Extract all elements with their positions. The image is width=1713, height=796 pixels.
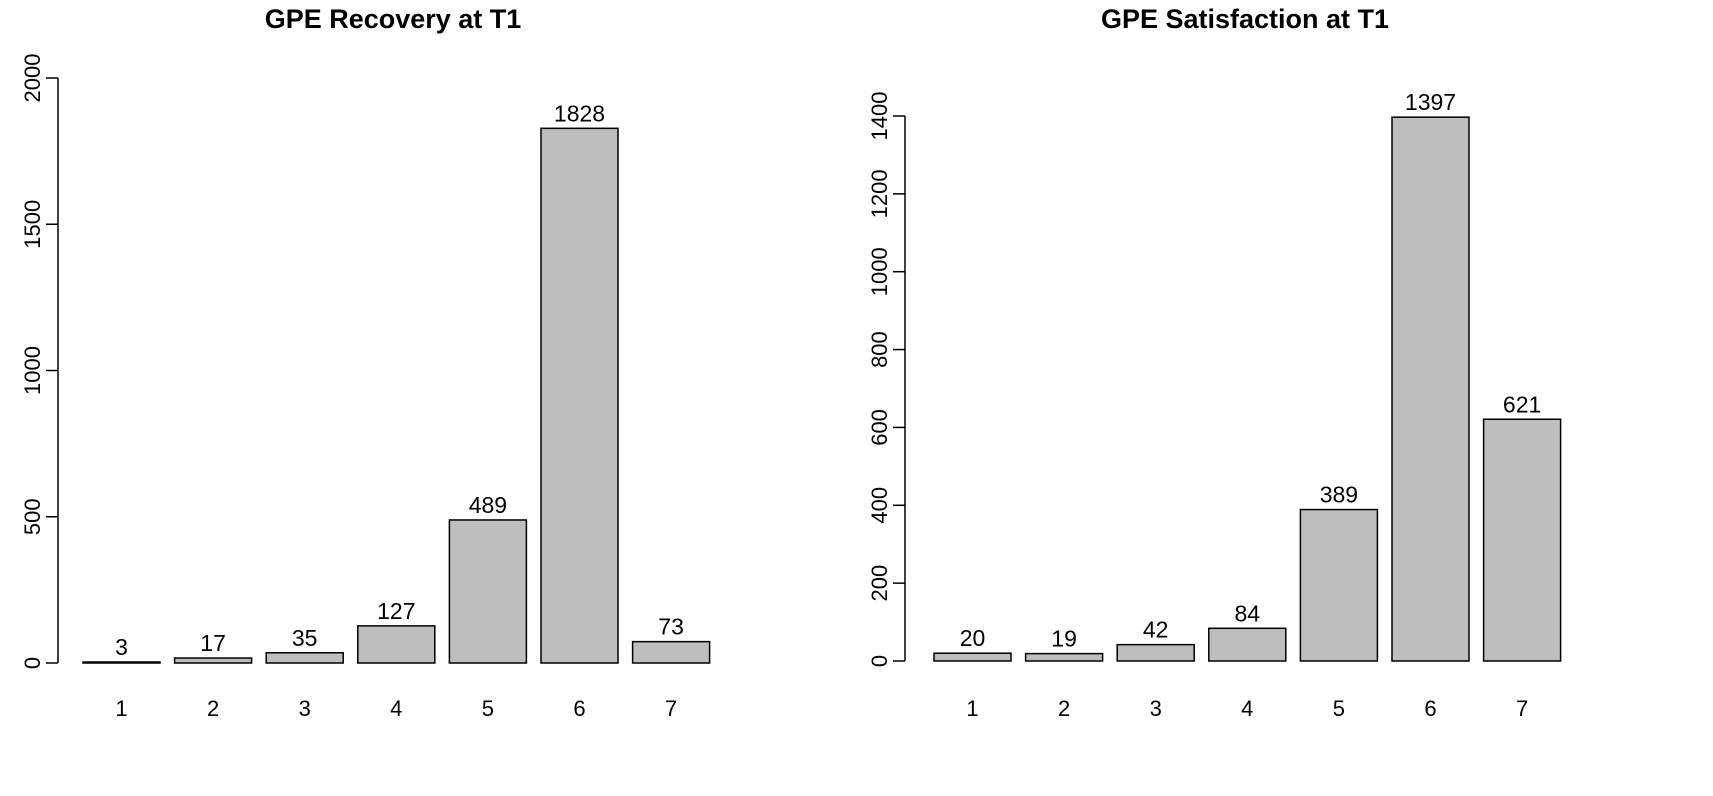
bar	[265, 652, 344, 664]
bar-value-label: 42	[1143, 617, 1169, 643]
y-tick-label: 600	[867, 409, 892, 446]
x-tick-label: 1	[115, 696, 127, 721]
bar-value-label: 1397	[1405, 89, 1456, 115]
bar	[1116, 643, 1195, 662]
bar-value-label: 127	[377, 598, 415, 624]
bar	[1391, 116, 1470, 662]
bar-value-label: 3	[115, 634, 128, 660]
bar-value-label: 84	[1235, 600, 1261, 626]
y-tick-label: 1500	[20, 200, 45, 249]
x-tick-label: 3	[299, 696, 311, 721]
x-tick-label: 6	[1424, 696, 1436, 721]
bar	[540, 127, 619, 664]
y-tick-label: 1000	[20, 346, 45, 395]
chart-title: GPE Satisfaction at T1	[1101, 4, 1389, 34]
chart-gpe-recovery: GPE Recovery at T1 0 500 1000 1500 2000 3 1 17 2 3…	[20, 4, 711, 721]
y-tick-label: 800	[867, 331, 892, 368]
bar-value-label: 389	[1320, 482, 1358, 508]
x-tick-label: 1	[966, 696, 978, 721]
x-tick-label: 2	[1058, 696, 1070, 721]
bar-value-label: 35	[292, 625, 318, 651]
bar	[82, 661, 161, 664]
x-tick-label: 3	[1150, 696, 1162, 721]
x-tick-label: 6	[573, 696, 585, 721]
bar	[173, 657, 253, 664]
x-tick-label: 5	[1333, 696, 1345, 721]
y-tick-label: 200	[867, 565, 892, 602]
y-tick-label: 1000	[867, 247, 892, 296]
y-tick-label: 2000	[20, 54, 45, 103]
bar	[357, 625, 436, 664]
bar	[448, 519, 528, 664]
chart-gpe-satisfaction: GPE Satisfaction at T1 0 200 400 600 800 1000 1…	[867, 4, 1562, 721]
bar	[631, 640, 711, 664]
x-tick-label: 4	[390, 696, 402, 721]
bar	[1024, 652, 1104, 662]
x-tick-label: 5	[482, 696, 494, 721]
bar	[933, 652, 1012, 662]
bar-value-label: 17	[200, 630, 226, 656]
y-tick-label: 1200	[867, 169, 892, 218]
bar-value-label: 20	[960, 625, 986, 651]
bar-value-label: 1828	[554, 100, 605, 126]
y-tick-label: 0	[20, 657, 45, 669]
bar-value-label: 621	[1503, 391, 1541, 417]
y-tick-label: 1400	[867, 92, 892, 141]
x-tick-label: 4	[1241, 696, 1253, 721]
x-tick-label: 7	[1516, 696, 1528, 721]
bar	[1482, 418, 1562, 662]
x-tick-label: 2	[207, 696, 219, 721]
bar	[1299, 508, 1379, 662]
bar-value-label: 489	[469, 492, 507, 518]
chart-title: GPE Recovery at T1	[265, 4, 522, 34]
y-tick-label: 0	[867, 655, 892, 667]
bar	[1208, 627, 1287, 662]
x-tick-label: 7	[665, 696, 677, 721]
bar-value-label: 73	[658, 614, 684, 640]
y-tick-label: 400	[867, 487, 892, 524]
y-tick-label: 500	[20, 498, 45, 535]
bar-value-label: 19	[1051, 626, 1077, 652]
